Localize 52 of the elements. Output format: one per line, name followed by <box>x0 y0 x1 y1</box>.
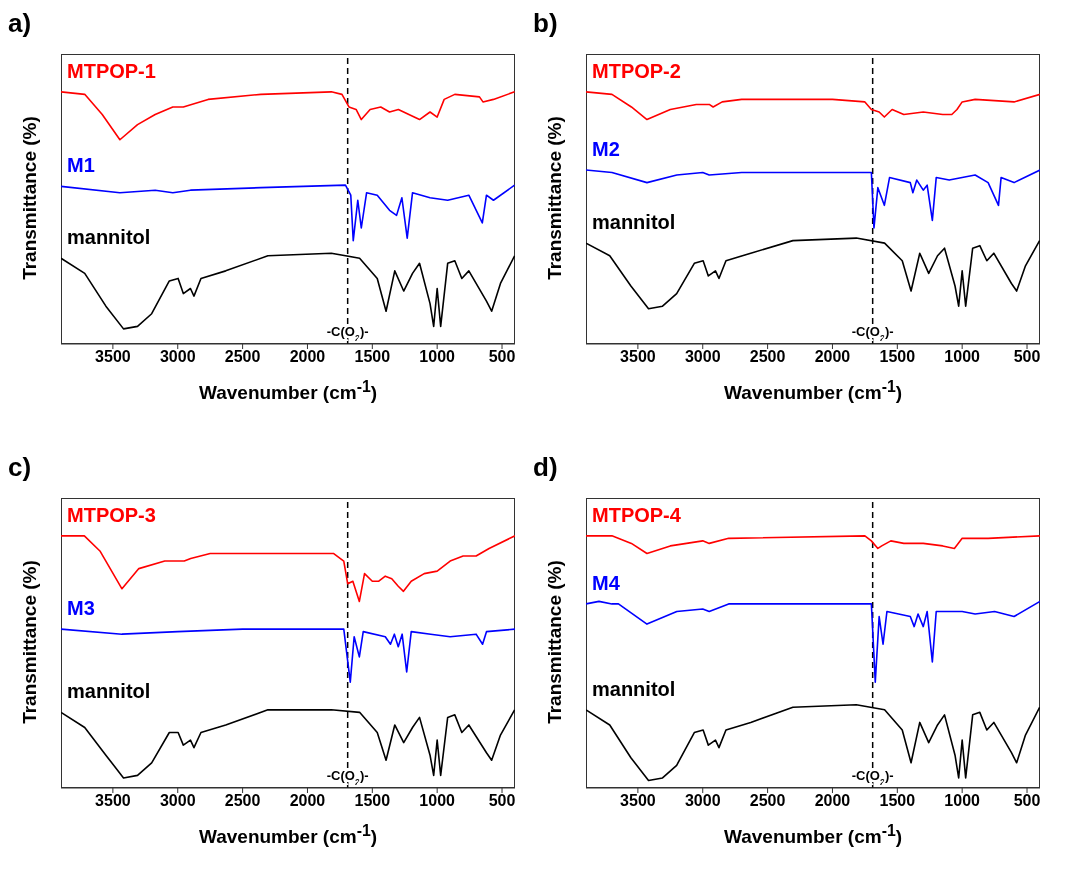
x-tick-label: 3000 <box>684 348 721 366</box>
x-tick-label: 2500 <box>224 348 261 366</box>
x-tick-label: 2000 <box>814 792 851 810</box>
y-axis-title: Transmittance (%) <box>19 560 41 724</box>
x-tick-label: 1500 <box>354 348 391 366</box>
x-axis-title: Wavenumber (cm$^{-1}$) <box>197 822 379 849</box>
series-label: mannitol <box>67 680 151 703</box>
chart-title: d) <box>533 452 558 483</box>
y-axis-title: Transmittance (%) <box>544 560 566 724</box>
x-axis-title: Wavenumber (cm$^{-1}$) <box>197 378 379 405</box>
series-label: M3 <box>67 597 95 620</box>
x-tick-label: 3500 <box>620 792 656 810</box>
series-label: mannitol <box>67 226 151 249</box>
series-label: M2 <box>592 138 620 160</box>
x-tick-label: 2000 <box>814 348 851 366</box>
series-label: MTPOP-4 <box>592 503 682 526</box>
series-label: M1 <box>67 154 95 177</box>
x-tick-label: 2000 <box>289 348 326 366</box>
x-axis-title: Wavenumber (cm$^{-1}$) <box>722 822 904 849</box>
y-axis-title: Transmittance (%) <box>19 116 41 280</box>
y-axis-title: Transmittance (%) <box>544 116 566 280</box>
chart-title: c) <box>8 452 32 483</box>
x-tick-label: 3500 <box>95 792 131 810</box>
x-tick-label: 1000 <box>419 792 456 810</box>
chart-title: a) <box>8 8 32 39</box>
x-tick-label: 500 <box>488 348 516 366</box>
x-tick-label: 1500 <box>879 348 916 366</box>
series-label: M4 <box>592 571 621 594</box>
x-tick-label: 3000 <box>159 348 196 366</box>
series-label: MTPOP-2 <box>592 59 681 82</box>
x-tick-label: 500 <box>1013 348 1041 366</box>
x-tick-label: 1500 <box>879 792 916 810</box>
x-tick-label: 500 <box>488 792 516 810</box>
x-tick-label: 1000 <box>419 348 456 366</box>
x-tick-label: 3500 <box>95 348 131 366</box>
x-tick-label: 2500 <box>749 792 786 810</box>
series-label: MTPOP-1 <box>67 59 156 82</box>
series-label: mannitol <box>592 211 676 234</box>
series-label: MTPOP-3 <box>67 503 156 526</box>
x-tick-label: 1000 <box>944 792 981 810</box>
x-tick-label: 3500 <box>620 348 656 366</box>
series-label: mannitol <box>592 677 676 700</box>
x-tick-label: 500 <box>1013 792 1041 810</box>
x-axis-title: Wavenumber (cm$^{-1}$) <box>722 378 904 405</box>
x-tick-label: 2000 <box>289 792 326 810</box>
x-tick-label: 3000 <box>684 792 721 810</box>
x-tick-label: 3000 <box>159 792 196 810</box>
x-tick-label: 1000 <box>944 348 981 366</box>
x-tick-label: 1500 <box>354 792 391 810</box>
x-tick-label: 2500 <box>224 792 261 810</box>
chart-title: b) <box>533 8 558 39</box>
x-tick-label: 2500 <box>749 348 786 366</box>
